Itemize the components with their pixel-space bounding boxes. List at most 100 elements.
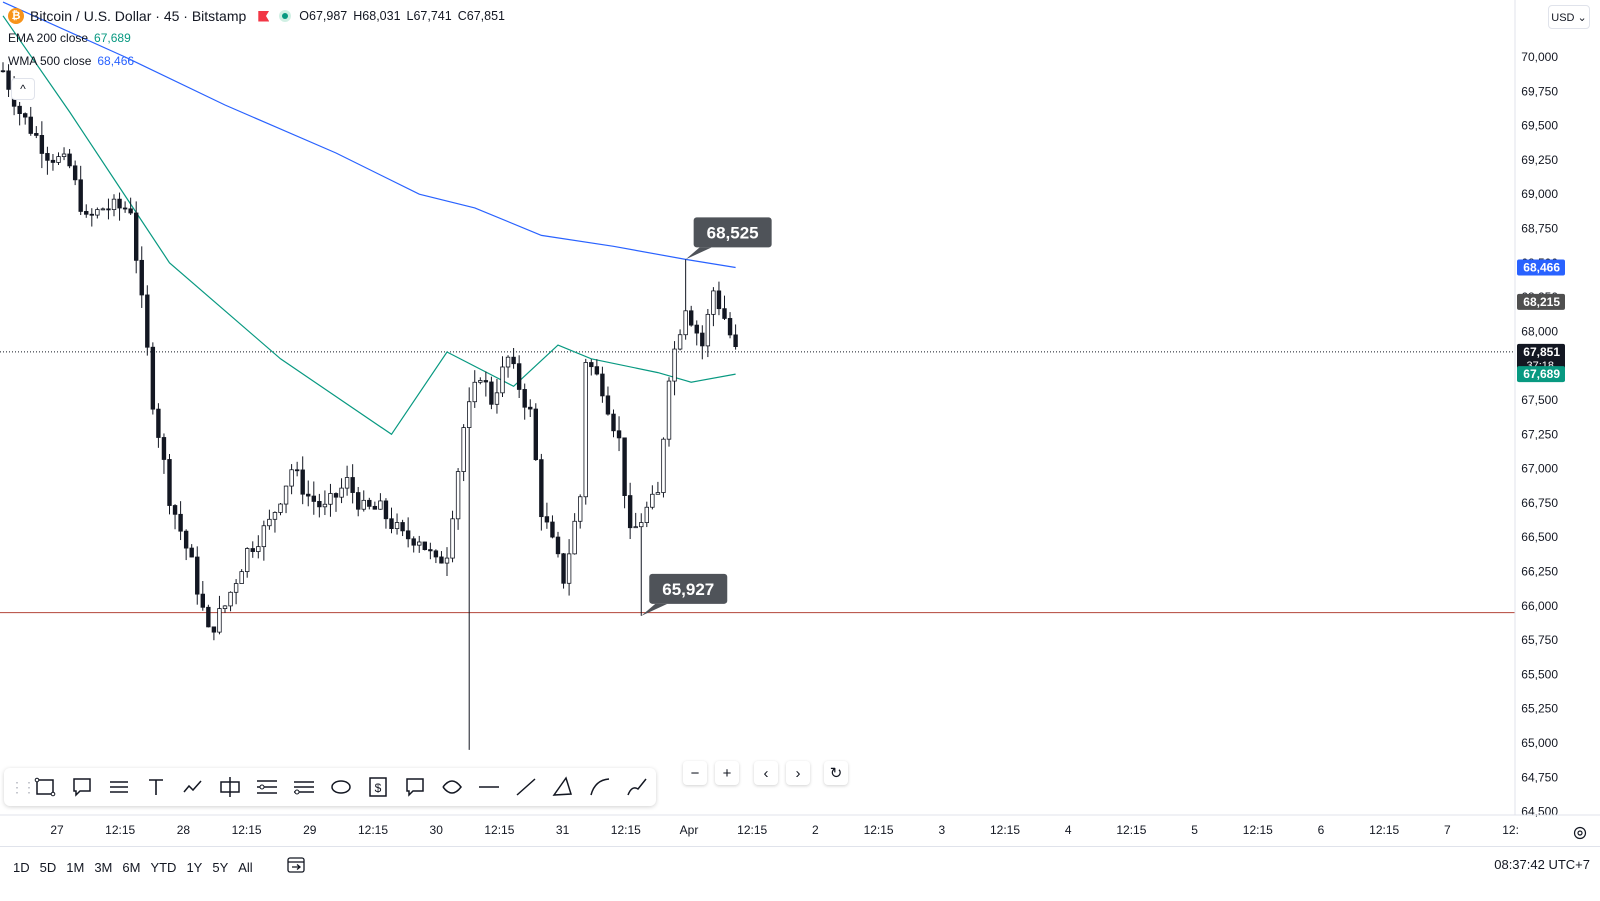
- pitchfork-icon[interactable]: [285, 771, 322, 803]
- market-status-icon[interactable]: [279, 10, 292, 22]
- candle: [533, 403, 538, 461]
- x-tick-label: 12:15: [864, 823, 894, 837]
- svg-text:67,851: 67,851: [1523, 345, 1560, 359]
- high-value: H68,031: [353, 9, 401, 23]
- zoom-in-button[interactable]: +: [715, 761, 739, 785]
- range-button-5d[interactable]: 5D: [39, 859, 57, 875]
- candle: [128, 197, 133, 215]
- range-button-3m[interactable]: 3M: [94, 859, 113, 875]
- candle: [572, 513, 577, 555]
- candle: [422, 541, 427, 551]
- y-tick-label: 68,000: [1521, 324, 1558, 338]
- candle: [84, 204, 89, 218]
- range-button-6m[interactable]: 6M: [122, 859, 141, 875]
- y-tick-label: 66,500: [1521, 530, 1558, 544]
- y-tick-label: 66,750: [1521, 496, 1558, 510]
- scroll-left-button[interactable]: ‹: [754, 761, 778, 785]
- price-callout[interactable]: 68,525: [685, 217, 772, 260]
- clock[interactable]: 08:37:42 UTC+7: [1494, 857, 1590, 872]
- svg-text:67,689: 67,689: [1523, 367, 1560, 381]
- text-icon[interactable]: [137, 771, 174, 803]
- candle: [400, 519, 405, 537]
- candle: [283, 485, 289, 514]
- x-tick-label: 12:15: [358, 823, 388, 837]
- note-icon[interactable]: [396, 771, 433, 803]
- candle: [145, 285, 150, 356]
- long-position-icon[interactable]: [211, 771, 248, 803]
- symbol-title[interactable]: Bitcoin / U.S. Dollar · 45 · Bitstamp: [30, 8, 247, 24]
- candle: [178, 501, 183, 541]
- y-tick-label: 66,250: [1521, 565, 1558, 579]
- candle: [433, 549, 439, 564]
- callout-icon[interactable]: [63, 771, 100, 803]
- candle: [550, 515, 555, 539]
- y-tick-label: 69,250: [1521, 153, 1558, 167]
- indicator-ema[interactable]: EMA 200 close 67,689: [8, 26, 511, 49]
- ellipse-icon[interactable]: [322, 771, 359, 803]
- triangle-icon[interactable]: [544, 771, 581, 803]
- fib-retracement-icon[interactable]: [248, 771, 285, 803]
- candle: [311, 481, 316, 515]
- candle: [589, 359, 594, 376]
- candle: [122, 201, 128, 213]
- candle: [222, 605, 228, 613]
- candle: [611, 409, 616, 438]
- candle: [139, 246, 144, 308]
- candle: [528, 399, 533, 418]
- price-chart[interactable]: 68,525 65,927 70,000 69,750 69,500 69,250 69,…: [0, 0, 1600, 846]
- candle: [655, 481, 661, 495]
- candle: [156, 403, 161, 448]
- price-callout[interactable]: 65,927: [641, 573, 728, 616]
- candle: [161, 433, 167, 474]
- candle: [394, 513, 400, 535]
- collapse-legend-button[interactable]: ^: [11, 78, 35, 100]
- date-range-icon[interactable]: [286, 855, 306, 875]
- rectangle-icon[interactable]: [26, 771, 63, 803]
- x-tick-label: 27: [50, 823, 64, 837]
- arc-icon[interactable]: [581, 771, 618, 803]
- y-tick-label: 64,500: [1521, 805, 1558, 819]
- candle: [267, 509, 272, 530]
- y-tick-label: 64,750: [1521, 770, 1558, 784]
- price-label-icon[interactable]: $: [359, 771, 396, 803]
- range-button-ytd[interactable]: YTD: [150, 859, 177, 875]
- currency-select[interactable]: USD ⌄: [1548, 5, 1590, 29]
- svg-text:68,215: 68,215: [1523, 295, 1560, 309]
- candle: [317, 493, 322, 518]
- candle: [250, 541, 255, 558]
- horizontal-line-icon[interactable]: [470, 771, 507, 803]
- zoom-out-button[interactable]: −: [683, 761, 707, 785]
- reset-chart-button[interactable]: ↻: [824, 761, 848, 785]
- flag-icon[interactable]: [258, 10, 270, 22]
- candle: [39, 121, 45, 169]
- y-tick-label: 65,750: [1521, 633, 1558, 647]
- candle: [672, 341, 677, 396]
- range-button-5y[interactable]: 5Y: [212, 859, 229, 875]
- gear-icon[interactable]: [1572, 825, 1588, 841]
- drag-handle-icon[interactable]: ⋮⋮: [10, 778, 36, 795]
- range-button-all[interactable]: All: [238, 859, 253, 875]
- candle: [616, 416, 622, 452]
- trend-line-icon[interactable]: [507, 771, 544, 803]
- candle: [67, 149, 72, 169]
- wma-500-line[interactable]: [2, 1, 736, 269]
- circle-path-icon[interactable]: [433, 771, 470, 803]
- scroll-right-button[interactable]: ›: [786, 761, 810, 785]
- x-tick-label: 5: [1191, 823, 1198, 837]
- candle: [472, 370, 477, 408]
- x-tick-label: 7: [1444, 823, 1451, 837]
- ema-200-line[interactable]: [2, 15, 736, 436]
- candle: [494, 378, 500, 414]
- brush-icon[interactable]: [618, 771, 655, 803]
- range-button-1d[interactable]: 1D: [13, 859, 30, 875]
- x-tick-label: 12:15: [1369, 823, 1399, 837]
- x-tick-label: 12:15: [737, 823, 767, 837]
- indicator-wma[interactable]: WMA 500 close 68,466: [8, 49, 511, 72]
- candle: [627, 482, 633, 540]
- path-icon[interactable]: [174, 771, 211, 803]
- candle: [117, 192, 122, 221]
- range-button-1y[interactable]: 1Y: [186, 859, 203, 875]
- range-button-1m[interactable]: 1M: [66, 859, 85, 875]
- candle: [711, 287, 716, 327]
- parallel-channel-icon[interactable]: [100, 771, 137, 803]
